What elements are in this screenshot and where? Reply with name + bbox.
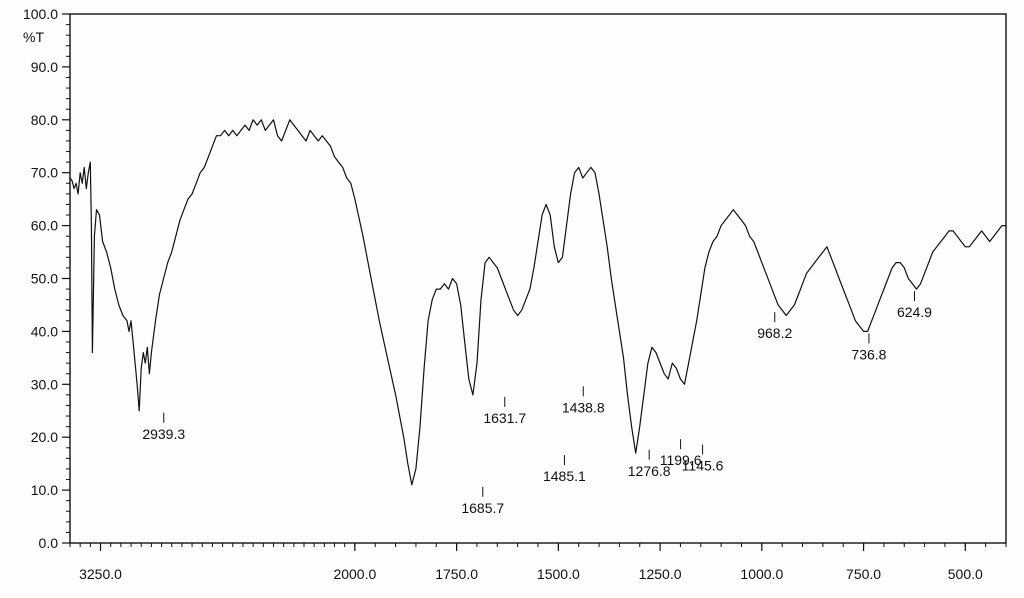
plot-area <box>69 119 1006 497</box>
y-tick-label: 70.0 <box>31 165 58 181</box>
peak-label: 1199.6 <box>660 452 702 468</box>
labels: 0.0 10.0 20.0 30.0 40.0 50.0 60.0 70.0 80.0 90.0 1… <box>23 6 983 582</box>
y-tick-label: 10.0 <box>31 482 58 498</box>
peak-label: 1276.8 <box>628 463 671 479</box>
peak-label: 1438.8 <box>562 399 605 415</box>
x-tick-label: 500.0 <box>948 566 983 582</box>
y-tick-label: 30.0 <box>31 376 58 392</box>
peak-label: 1685.7 <box>461 500 504 516</box>
y-tick-label: 90.0 <box>31 59 58 75</box>
x-tick-label: 1500.0 <box>537 566 580 582</box>
peak-label: 968.2 <box>757 325 792 341</box>
spectrum-line <box>69 119 1006 486</box>
x-tick-label: 1250.0 <box>639 566 682 582</box>
x-tick-label: 750.0 <box>846 566 881 582</box>
y-tick-label: 20.0 <box>31 429 58 445</box>
y-tick-label: 50.0 <box>31 271 58 287</box>
peak-label: 736.8 <box>851 346 886 362</box>
x-tick-label: 1000.0 <box>740 566 783 582</box>
x-tick-label: 3250.0 <box>79 566 122 582</box>
y-tick-label: 40.0 <box>31 323 58 339</box>
x-tick-label: 2000.0 <box>333 566 376 582</box>
peak-label: 2939.3 <box>142 426 185 442</box>
y-tick-label: 60.0 <box>31 218 58 234</box>
y-axis-unit: %T <box>23 29 44 45</box>
y-tick-label: 100.0 <box>23 6 58 22</box>
peak-label: 1631.7 <box>483 410 526 426</box>
peak-label: 624.9 <box>897 304 932 320</box>
y-tick-label: 0.0 <box>39 535 59 551</box>
plot-frame <box>69 13 1007 544</box>
axes <box>62 13 1007 551</box>
peak-label: 1485.1 <box>543 468 586 484</box>
y-tick-label: 80.0 <box>31 112 58 128</box>
peak-label: 1145.6 <box>682 457 724 473</box>
x-tick-label: 1750.0 <box>435 566 478 582</box>
